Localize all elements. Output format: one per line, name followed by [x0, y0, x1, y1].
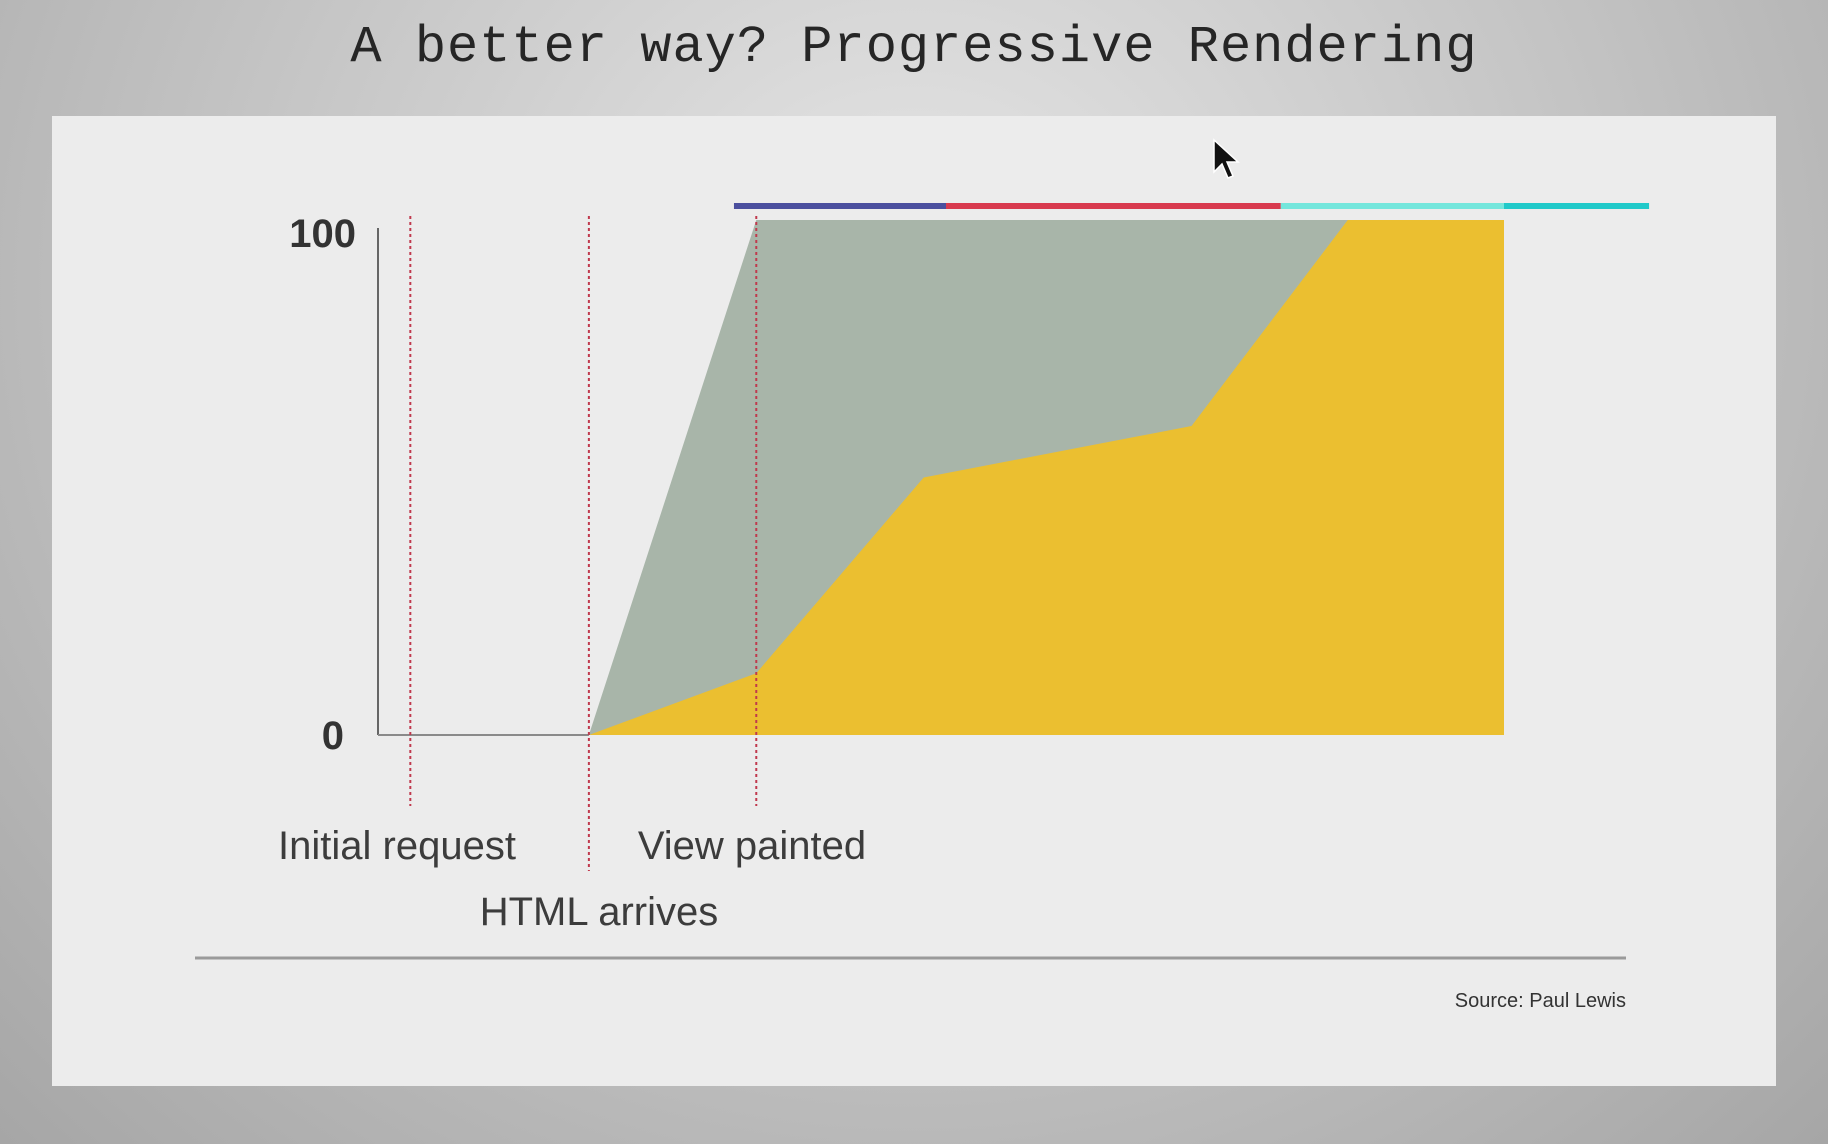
timeline-segment-4 [1504, 203, 1650, 209]
area-chart: 100 0 Initial request HTML arrives View … [195, 203, 1650, 1012]
y-tick-label-0: 0 [322, 714, 344, 758]
y-tick-label-100: 100 [289, 212, 356, 256]
area-series-yellow [388, 220, 1504, 735]
timeline-segment-1 [733, 203, 946, 209]
timeline-bar [733, 203, 1650, 209]
event-markers [409, 216, 758, 871]
mouse-pointer-icon [1213, 138, 1240, 179]
marker-label-html-arrives: HTML arrives [480, 890, 719, 934]
marker-label-view-painted: View painted [638, 824, 866, 868]
axes [377, 228, 589, 736]
timeline-segment-2 [946, 203, 1281, 209]
marker-label-initial-request: Initial request [278, 824, 516, 868]
area-series-group [388, 220, 1504, 735]
source-credit: Source: Paul Lewis [1455, 990, 1626, 1012]
timeline-segment-3 [1280, 203, 1504, 209]
chart-panel: 100 0 Initial request HTML arrives View … [52, 116, 1776, 1086]
chart-labels: 100 0 Initial request HTML arrives View … [278, 212, 866, 934]
slide-title: A better way? Progressive Rendering [350, 18, 1478, 77]
